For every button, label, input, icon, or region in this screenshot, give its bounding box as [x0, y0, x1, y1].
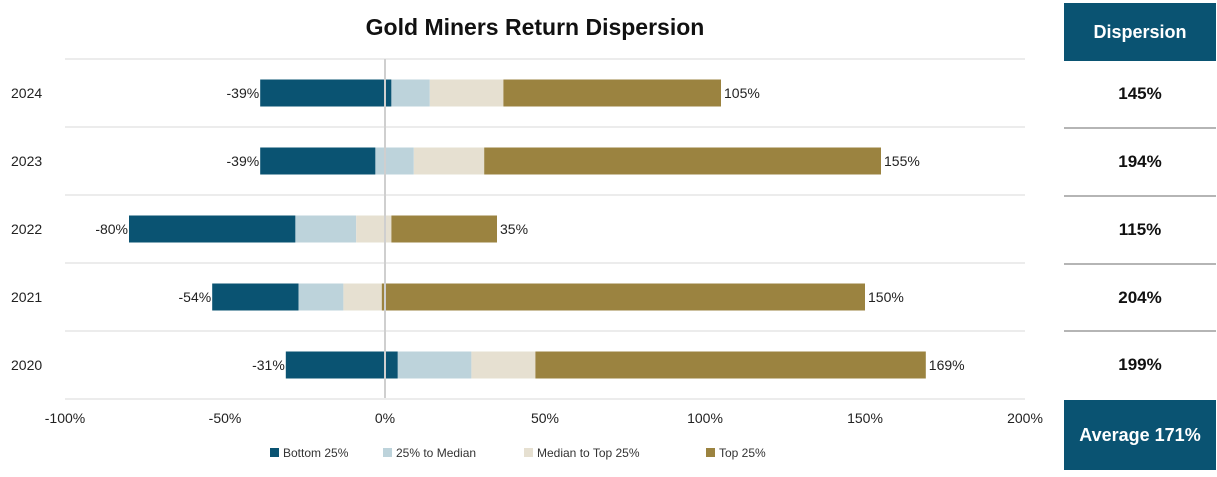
- category-label: 2021: [11, 289, 42, 305]
- dispersion-value: 145%: [1118, 84, 1162, 103]
- dispersion-panel: Dispersion 145% 194% 115% 204% 199% Aver…: [1064, 0, 1216, 477]
- bar-segment: [260, 147, 376, 175]
- x-tick-label: -50%: [209, 410, 242, 426]
- average-dispersion-box: Average 171%: [1064, 400, 1216, 470]
- bar-segment: [356, 215, 392, 243]
- legend-swatch: [524, 448, 533, 457]
- dispersion-separator: [1064, 195, 1216, 197]
- dispersion-value: 199%: [1118, 355, 1162, 374]
- bar-segment: [413, 147, 485, 175]
- bar-segment: [260, 79, 392, 107]
- bar-segment: [535, 351, 926, 379]
- min-data-label: -39%: [227, 153, 260, 169]
- bar-segment: [391, 215, 497, 243]
- min-data-label: -31%: [252, 357, 285, 373]
- bar-segment: [375, 147, 414, 175]
- x-tick-label: 200%: [1007, 410, 1043, 426]
- dispersion-header: Dispersion: [1064, 3, 1216, 61]
- x-tick-label: 0%: [375, 410, 395, 426]
- bar-segment: [343, 283, 382, 311]
- dispersion-chart: 2024 -39% 105% 2023 -39% 155% 2022 -80% 35% 2021 -…: [11, 58, 1043, 460]
- category-label: 2024: [11, 85, 42, 101]
- bar-segment: [298, 283, 344, 311]
- min-data-label: -39%: [227, 85, 260, 101]
- category-label: 2023: [11, 153, 42, 169]
- dispersion-separator: [1064, 263, 1216, 265]
- min-data-label: -54%: [179, 289, 212, 305]
- dispersion-value: 204%: [1118, 288, 1162, 307]
- bar-segment: [285, 351, 398, 379]
- category-label: 2022: [11, 221, 42, 237]
- bar-segment: [129, 215, 296, 243]
- chart-title: Gold Miners Return Dispersion: [365, 14, 705, 40]
- bar-segment: [212, 283, 299, 311]
- min-data-label: -80%: [95, 221, 128, 237]
- x-tick-label: -100%: [45, 410, 85, 426]
- x-tick-label: 150%: [847, 410, 883, 426]
- legend-label: 25% to Median: [396, 446, 476, 460]
- legend-swatch: [270, 448, 279, 457]
- bar-segment: [397, 351, 472, 379]
- bar-segment: [471, 351, 536, 379]
- dispersion-separator: [1064, 330, 1216, 332]
- max-data-label: 150%: [868, 289, 904, 305]
- category-label: 2020: [11, 357, 42, 373]
- legend-label: Median to Top 25%: [537, 446, 640, 460]
- x-tick-label: 100%: [687, 410, 723, 426]
- bar-segment: [295, 215, 357, 243]
- dispersion-value: 115%: [1118, 220, 1162, 239]
- max-data-label: 105%: [724, 85, 760, 101]
- bar-segment: [484, 147, 881, 175]
- max-data-label: 155%: [884, 153, 920, 169]
- legend-label: Top 25%: [719, 446, 766, 460]
- bar-segment: [391, 79, 430, 107]
- max-data-label: 35%: [500, 221, 528, 237]
- legend-swatch: [383, 448, 392, 457]
- x-tick-label: 50%: [531, 410, 559, 426]
- bar-segment: [381, 283, 865, 311]
- bar-segment: [429, 79, 504, 107]
- legend-swatch: [706, 448, 715, 457]
- legend-label: Bottom 25%: [283, 446, 349, 460]
- bar-segment: [503, 79, 721, 107]
- max-data-label: 169%: [929, 357, 965, 373]
- dispersion-separator: [1064, 127, 1216, 129]
- dispersion-value: 194%: [1118, 152, 1162, 171]
